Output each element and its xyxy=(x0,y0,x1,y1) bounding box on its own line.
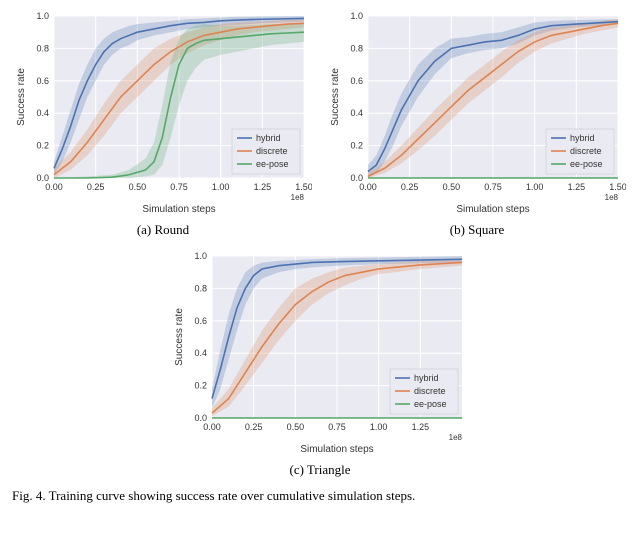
svg-text:ee-pose: ee-pose xyxy=(256,159,289,169)
svg-text:Success rate: Success rate xyxy=(330,68,341,126)
chart-svg-square: 0.00 0.25 0.50 0.75 1.00 1.25 1.50 0.0 0.2 0.4 0.6… xyxy=(326,8,626,218)
svg-text:0.00: 0.00 xyxy=(203,422,221,432)
svg-text:ee-pose: ee-pose xyxy=(570,159,603,169)
svg-text:1.50: 1.50 xyxy=(609,182,626,192)
svg-text:1.0: 1.0 xyxy=(194,251,207,261)
chart-svg-triangle: 0.00 0.25 0.50 0.75 1.00 1.25 0.0 0.2 0.4 0.6 0.8 1… xyxy=(170,248,470,458)
svg-text:Simulation steps: Simulation steps xyxy=(300,444,373,455)
svg-text:0.75: 0.75 xyxy=(484,182,502,192)
chart-square: 0.00 0.25 0.50 0.75 1.00 1.25 1.50 0.0 0.2 0.4 0.6… xyxy=(326,8,628,218)
svg-text:hybrid: hybrid xyxy=(256,133,281,143)
svg-text:0.0: 0.0 xyxy=(36,173,49,183)
chart-triangle: 0.00 0.25 0.50 0.75 1.00 1.25 0.0 0.2 0.4 0.6 0.8 1… xyxy=(170,248,470,458)
svg-text:0.75: 0.75 xyxy=(328,422,346,432)
svg-text:0.00: 0.00 xyxy=(359,182,377,192)
svg-text:1.50: 1.50 xyxy=(295,182,312,192)
svg-text:0.4: 0.4 xyxy=(36,108,49,118)
svg-text:0.2: 0.2 xyxy=(194,381,207,391)
svg-text:0.75: 0.75 xyxy=(170,182,188,192)
svg-text:1e8: 1e8 xyxy=(449,433,463,442)
chart-round: 0.00 0.25 0.50 0.75 1.00 1.25 1.50 0.0 0.2 0.4 0.6… xyxy=(12,8,314,218)
svg-text:Success rate: Success rate xyxy=(174,308,185,366)
svg-text:1e8: 1e8 xyxy=(291,193,305,202)
svg-text:0.50: 0.50 xyxy=(129,182,147,192)
svg-text:0.8: 0.8 xyxy=(350,43,363,53)
panel-square: 0.00 0.25 0.50 0.75 1.00 1.25 1.50 0.0 0.2 0.4 0.6… xyxy=(326,8,628,238)
svg-text:0.2: 0.2 xyxy=(36,141,49,151)
svg-text:1.25: 1.25 xyxy=(254,182,272,192)
svg-text:Success rate: Success rate xyxy=(16,68,27,126)
svg-text:1e8: 1e8 xyxy=(605,193,619,202)
svg-text:Simulation steps: Simulation steps xyxy=(142,204,215,215)
svg-text:0.8: 0.8 xyxy=(36,43,49,53)
svg-text:0.25: 0.25 xyxy=(87,182,105,192)
svg-text:0.25: 0.25 xyxy=(401,182,419,192)
svg-text:1.25: 1.25 xyxy=(412,422,430,432)
svg-text:0.00: 0.00 xyxy=(45,182,63,192)
chart-svg-round: 0.00 0.25 0.50 0.75 1.00 1.25 1.50 0.0 0.2 0.4 0.6… xyxy=(12,8,312,218)
subcaption-square: (b) Square xyxy=(450,222,505,238)
panel-round: 0.00 0.25 0.50 0.75 1.00 1.25 1.50 0.0 0.2 0.4 0.6… xyxy=(12,8,314,238)
svg-text:1.00: 1.00 xyxy=(212,182,230,192)
panel-triangle: 0.00 0.25 0.50 0.75 1.00 1.25 0.0 0.2 0.4 0.6 0.8 1… xyxy=(12,248,628,478)
svg-text:Simulation steps: Simulation steps xyxy=(456,204,529,215)
subcaption-round: (a) Round xyxy=(137,222,189,238)
svg-text:discrete: discrete xyxy=(414,386,446,396)
figure-grid: 0.00 0.25 0.50 0.75 1.00 1.25 1.50 0.0 0.2 0.4 0.6… xyxy=(0,0,640,478)
figure-caption: Fig. 4. Training curve showing success r… xyxy=(0,488,640,504)
svg-text:0.25: 0.25 xyxy=(245,422,263,432)
svg-text:0.4: 0.4 xyxy=(194,348,207,358)
svg-text:hybrid: hybrid xyxy=(570,133,595,143)
svg-text:1.0: 1.0 xyxy=(350,11,363,21)
svg-text:0.6: 0.6 xyxy=(194,316,207,326)
svg-text:0.4: 0.4 xyxy=(350,108,363,118)
svg-text:1.00: 1.00 xyxy=(526,182,544,192)
svg-text:0.6: 0.6 xyxy=(36,76,49,86)
svg-text:ee-pose: ee-pose xyxy=(414,399,447,409)
svg-text:0.8: 0.8 xyxy=(194,283,207,293)
svg-text:1.00: 1.00 xyxy=(370,422,388,432)
svg-text:hybrid: hybrid xyxy=(414,373,439,383)
svg-text:discrete: discrete xyxy=(570,146,602,156)
svg-text:0.50: 0.50 xyxy=(287,422,305,432)
svg-text:0.2: 0.2 xyxy=(350,141,363,151)
svg-text:1.0: 1.0 xyxy=(36,11,49,21)
svg-text:0.50: 0.50 xyxy=(443,182,461,192)
svg-text:0.0: 0.0 xyxy=(350,173,363,183)
svg-text:0.6: 0.6 xyxy=(350,76,363,86)
subcaption-triangle: (c) Triangle xyxy=(289,462,350,478)
svg-text:1.25: 1.25 xyxy=(568,182,586,192)
svg-text:0.0: 0.0 xyxy=(194,413,207,423)
svg-text:discrete: discrete xyxy=(256,146,288,156)
